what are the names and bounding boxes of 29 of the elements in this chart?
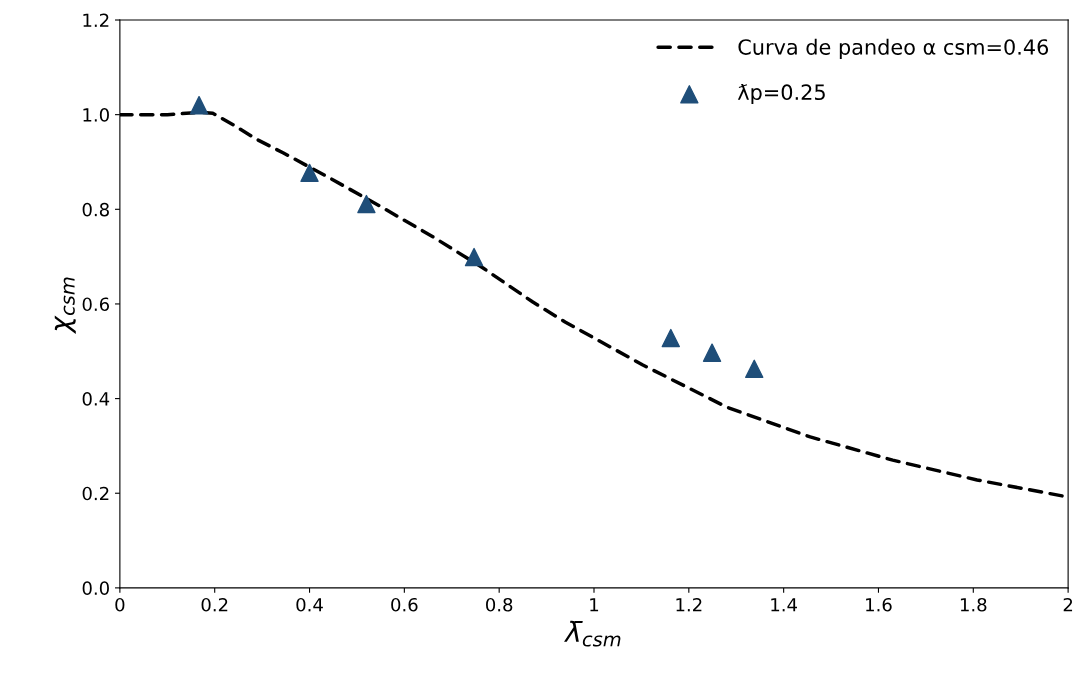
point	[745, 359, 764, 378]
x-tick-label: 1.4	[771, 598, 797, 612]
x-tick-label: 1.2	[676, 597, 702, 612]
y-tick-label: 0.2	[82, 486, 109, 501]
x-tick-label: 0.6	[391, 597, 418, 612]
y-tick-label: 1.2	[83, 13, 109, 27]
point	[702, 343, 722, 362]
x-tick-label: 1.6	[866, 597, 892, 612]
y-axis-title: χ$_{csm}$	[54, 277, 76, 334]
x-tick-label: 0.8	[486, 597, 513, 612]
point	[189, 95, 209, 115]
point	[464, 247, 484, 267]
x-axis-title: λ̄$_{csm}$	[564, 620, 621, 647]
y-tick-label: 1.0	[83, 108, 109, 122]
legend-label: Curva de pandeo α csm=0.46	[738, 38, 1049, 59]
x-tick-label: 1.8	[960, 597, 987, 612]
x-tick-label: 0	[115, 597, 125, 612]
y-tick-label: 0.8	[82, 202, 109, 217]
x-tick-label: 2	[1063, 597, 1073, 612]
y-tick-label: 0.0	[82, 581, 109, 595]
y-tick-label: 0.4	[82, 392, 110, 406]
x-tick-label: 0.4	[296, 597, 323, 612]
x-tick-label: 1	[590, 598, 599, 612]
y-tick-label: 0.6	[82, 297, 110, 312]
x-tick-label: 0.2	[201, 597, 228, 612]
point	[661, 328, 681, 348]
legend-label: ƛp=0.25	[737, 83, 825, 105]
point	[357, 194, 376, 214]
point	[300, 163, 319, 183]
